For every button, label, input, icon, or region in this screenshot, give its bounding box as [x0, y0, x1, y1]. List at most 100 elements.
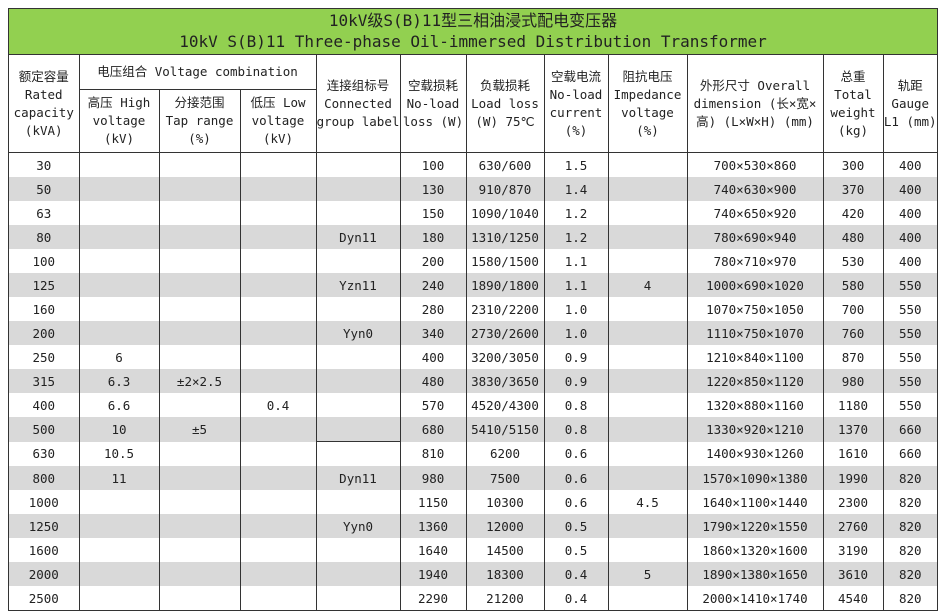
spec-table: 额定容量 Rated capacity (kVA) 电压组合 Voltage c… — [9, 55, 937, 610]
cell-high-voltage: 10 — [78, 417, 159, 442]
cell-no-load-loss: 1150 — [399, 490, 466, 514]
cell-tap-range — [158, 345, 240, 369]
cell-load-loss: 18300 — [465, 562, 544, 586]
cell-rated-capacity: 160 — [32, 301, 56, 317]
header-connected-group: 连接组标号 Connected group label — [315, 55, 400, 153]
cell-impedance-voltage — [607, 369, 687, 393]
header-rated-capacity: 额定容量 Rated capacity (kVA) — [9, 55, 79, 153]
cell-impedance-voltage: 5 — [607, 562, 687, 586]
cell-no-load-current: 1.1 — [543, 249, 608, 273]
cell-load-loss: 3830/3650 — [465, 369, 544, 393]
cell-rated-capacity: 800 — [9, 466, 79, 490]
transformer-spec-sheet: 10kV级S(B)11型三相油浸式配电变压器 10kV S(B)11 Three… — [8, 8, 938, 611]
cell-no-load-loss: 570 — [399, 393, 466, 417]
cell-rated-capacity: 400 — [32, 397, 56, 413]
cell-rated-capacity: 2000 — [9, 562, 79, 586]
cell-connected-group: Dyn11 — [315, 225, 400, 249]
cell-no-load-loss: 100 — [399, 152, 466, 177]
cell-gauge: 400 — [882, 152, 937, 177]
table-row: 400 6.6 0.4 570 4520/4300 0.8 1320×880×1160 118… — [9, 393, 937, 417]
cell-low-voltage — [239, 321, 316, 345]
cell-impedance-voltage — [607, 417, 687, 442]
cell-rated-capacity: 125 — [9, 273, 79, 297]
cell-tap-range — [158, 297, 240, 321]
cell-dimension: 1330×920×1210 — [686, 417, 823, 442]
cell-total-weight: 1990 — [822, 466, 883, 490]
cell-no-load-loss: 200 — [399, 249, 466, 273]
cell-tap-range — [158, 152, 240, 177]
cell-high-voltage — [78, 514, 159, 538]
table-row: 1600 1640 14500 0.5 1860×1320×1600 3190 820 — [9, 538, 937, 562]
cell-tap-range — [158, 273, 240, 297]
cell-low-voltage: 0.4 — [239, 393, 316, 417]
cell-no-load-loss: 180 — [399, 225, 466, 249]
cell-load-loss: 7500 — [465, 466, 544, 490]
cell-no-load-current: 1.2 — [543, 225, 608, 249]
cell-dimension: 740×630×900 — [686, 177, 823, 201]
cell-gauge: 550 — [882, 273, 937, 297]
cell-no-load-loss: 1640 — [399, 538, 466, 562]
cell-no-load-current: 0.4 — [543, 586, 608, 610]
cell-no-load-loss: 480 — [399, 369, 466, 393]
header-gauge: 轨距 Gauge L1 (mm) — [882, 55, 937, 153]
cell-impedance-voltage — [607, 177, 687, 201]
cell-high-voltage: 6 — [78, 345, 159, 369]
table-row: 1000 1150 10300 0.6 4.5 1640×1100×1440 2300 820 — [9, 490, 937, 514]
cell-dimension: 780×690×940 — [686, 225, 823, 249]
cell-gauge: 820 — [882, 538, 937, 562]
cell-no-load-current: 0.5 — [543, 538, 608, 562]
cell-dimension: 1000×690×1020 — [686, 273, 823, 297]
cell-tap-range — [158, 466, 240, 490]
cell-gauge: 550 — [882, 369, 937, 393]
cell-total-weight: 870 — [822, 345, 883, 369]
cell-connected-group — [315, 369, 400, 393]
cell-tap-range — [158, 249, 240, 273]
cell-dimension: 1570×1090×1380 — [686, 466, 823, 490]
cell-impedance-voltage — [607, 225, 687, 249]
cell-rated-capacity: 30 — [36, 157, 52, 173]
cell-rated-capacity: 1000 — [28, 494, 59, 510]
table-row: 50 130 910/870 1.4 740×630×900 370 400 — [9, 177, 937, 201]
cell-dimension: 1320×880×1160 — [686, 393, 823, 417]
cell-total-weight: 480 — [822, 225, 883, 249]
cell-high-voltage — [78, 490, 159, 514]
header-high-voltage: 高压 High voltage (kV) — [78, 89, 159, 153]
cell-dimension: 1860×1320×1600 — [686, 538, 823, 562]
table-row: 160 280 2310/2200 1.0 1070×750×1050 700 550 — [9, 297, 937, 321]
cell-load-loss: 1310/1250 — [465, 225, 544, 249]
cell-impedance-voltage: 4.5 — [607, 490, 687, 514]
cell-dimension: 1070×750×1050 — [686, 297, 823, 321]
cell-gauge: 660 — [882, 417, 937, 442]
cell-low-voltage — [239, 514, 316, 538]
cell-connected-group — [315, 152, 400, 177]
cell-no-load-current: 1.2 — [543, 201, 608, 225]
cell-tap-range — [158, 225, 240, 249]
table-row: 500 10 ±5 680 5410/5150 0.8 1330×920×1210 1370 6… — [9, 417, 937, 442]
cell-high-voltage: 6.3 — [78, 369, 159, 393]
cell-no-load-current: 0.9 — [543, 345, 608, 369]
cell-total-weight: 370 — [822, 177, 883, 201]
cell-low-voltage — [239, 441, 316, 466]
cell-gauge: 820 — [882, 466, 937, 490]
cell-total-weight: 980 — [822, 369, 883, 393]
table-row: 1250 Yyn0 1360 12000 0.5 1790×1220×1550 2760 82… — [9, 514, 937, 538]
cell-load-loss: 630/600 — [465, 152, 544, 177]
title-bar: 10kV级S(B)11型三相油浸式配电变压器 10kV S(B)11 Three… — [9, 9, 937, 55]
cell-dimension: 1110×750×1070 — [686, 321, 823, 345]
cell-total-weight: 300 — [822, 152, 883, 177]
cell-high-voltage: 6.6 — [78, 393, 159, 417]
cell-low-voltage — [239, 177, 316, 201]
cell-dimension: 1890×1380×1650 — [686, 562, 823, 586]
cell-tap-range — [158, 201, 240, 225]
cell-impedance-voltage — [607, 466, 687, 490]
cell-dimension: 1790×1220×1550 — [686, 514, 823, 538]
cell-load-loss: 2730/2600 — [465, 321, 544, 345]
cell-dimension: 740×650×920 — [686, 201, 823, 225]
cell-connected-group — [315, 345, 400, 369]
cell-total-weight: 3610 — [822, 562, 883, 586]
cell-low-voltage — [239, 586, 316, 610]
header-load-loss: 负载损耗 Load loss (W) 75℃ — [465, 55, 544, 153]
cell-tap-range: ±5 — [158, 417, 240, 442]
cell-rated-capacity: 315 — [9, 369, 79, 393]
cell-high-voltage — [78, 321, 159, 345]
